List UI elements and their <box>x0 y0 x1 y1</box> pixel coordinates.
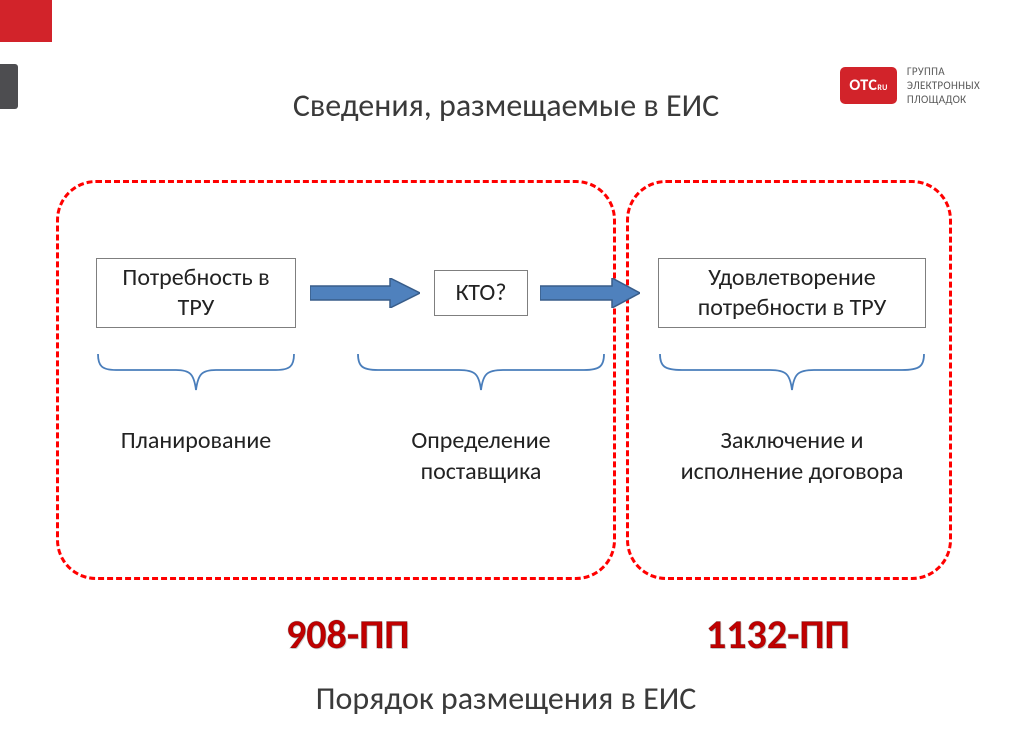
arrow-2-icon <box>540 278 640 308</box>
regulation-left: 908-ПП <box>286 610 409 659</box>
node-demand: Потребность в ТРУ <box>96 258 296 328</box>
arrow-1-icon <box>310 278 420 308</box>
label-planning: Планирование <box>96 425 296 456</box>
node-who: КТО? <box>434 270 528 316</box>
slide: OTCRU ГРУППА ЭЛЕКТРОННЫХ ПЛОЩАДОК Сведен… <box>0 0 1012 748</box>
page-subtitle: Порядок размещения в ЕИС <box>0 679 1012 718</box>
label-contract: Заключение и исполнение договора <box>658 425 926 487</box>
corner-accent-top <box>0 0 52 42</box>
brace-2-icon <box>356 352 606 392</box>
regulation-right: 1132-ПП <box>706 610 850 659</box>
brace-1-icon <box>96 352 296 392</box>
node-fulfillment: Удовлетворение потребности в ТРУ <box>658 258 926 328</box>
brace-3-icon <box>658 352 926 392</box>
label-supplier: Определение поставщика <box>356 425 606 487</box>
page-title: Сведения, размещаемые в ЕИС <box>0 86 1012 125</box>
